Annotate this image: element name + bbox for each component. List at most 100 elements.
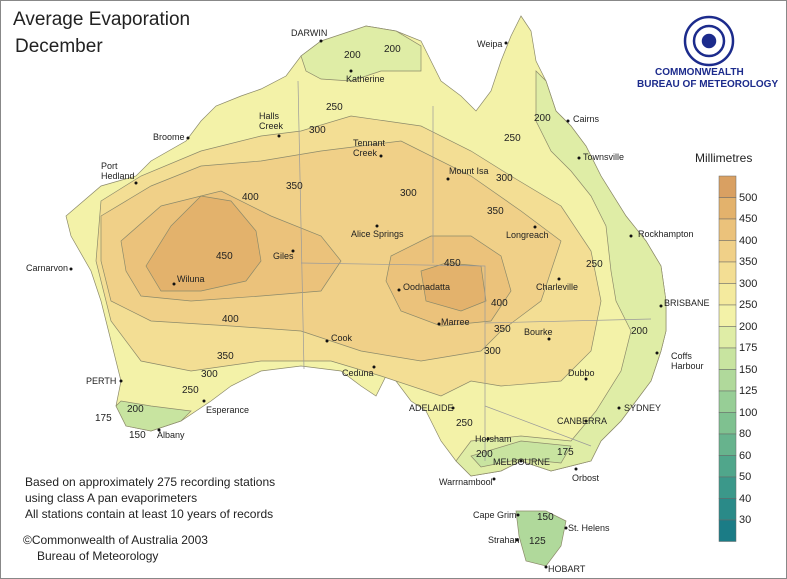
city-dot [557,277,561,281]
city-label: Tennant Creek [353,138,386,158]
city-label: PERTH [86,376,117,386]
city-dot [375,224,379,228]
contour-label: 250 [182,385,199,396]
contour-label: 250 [504,133,521,144]
city-dot [629,234,633,238]
border [300,262,486,461]
city-label: Weipa [477,39,503,49]
contour-label: 150 [537,512,554,523]
legend-band [718,283,737,306]
contour-label: 450 [216,251,233,262]
contour-label: 400 [491,298,508,309]
legend-band [718,326,737,349]
contour-label: 350 [487,206,504,217]
city-label: Oodnadatta [403,282,451,292]
legend-label: 200 [739,320,758,333]
city-dot [584,377,588,381]
city-dot [172,282,176,286]
contour-label: 250 [326,102,343,113]
legend-band [718,240,737,263]
note: Based on approximately 275 recording sta… [25,475,276,489]
legend-band [718,433,737,456]
contour-label: 400 [242,192,259,203]
city-dot [446,177,450,181]
city-label: Warrnambool [439,477,493,487]
city-label: Bourke [524,327,553,337]
logo-text: COMMONWEALTH [655,67,744,78]
city-dot [504,41,508,45]
border [297,80,305,370]
logo [683,15,735,67]
city-dot [533,225,537,229]
city-dots [69,39,663,569]
legend-label: 100 [739,406,758,419]
contour-label: 300 [484,346,501,357]
legend-label: 400 [739,234,758,247]
legend-band [718,476,737,499]
city-label: Ceduna [342,368,374,378]
city-dot [349,69,353,73]
city-label: Horsham [475,434,512,444]
city-label: Orbost [572,473,600,483]
contour-label: 200 [127,404,144,415]
contour-label: 175 [95,413,112,424]
contour-label: 350 [217,351,234,362]
legend-band [718,175,737,198]
city-label: SYDNEY [624,403,662,413]
contour-label: 300 [400,188,417,199]
city-label: Katherine [346,74,385,84]
city-label: Rockhampton [638,229,694,239]
contour-label: 350 [494,324,511,335]
contour-label: 300 [496,173,513,184]
city-label: Cook [331,333,353,343]
title: Average Evaporation [13,9,191,30]
contour-label: 200 [384,44,401,55]
legend-label: 125 [739,385,758,397]
legend-band [718,304,737,327]
subtitle: December [15,36,103,57]
city-dot [202,399,206,403]
contour-label: 200 [476,449,493,460]
legend-band [718,412,737,435]
city-dot [186,136,190,140]
city-dot [134,181,138,185]
logo-ring [692,24,726,58]
legend-band [718,197,737,220]
legend-label: 60 [739,449,752,462]
copyright: Bureau of Meteorology [37,549,159,563]
city-dot [486,437,490,441]
border [484,318,652,324]
legend-band [718,455,737,478]
city-label: Cairns [573,114,600,124]
city-dot [325,339,329,343]
city-label: Dubbo [568,368,595,378]
note: using class A pan evaporimeters [25,491,198,505]
legend-label: 250 [739,299,758,311]
legend-label: 500 [739,191,758,204]
zone-200 [300,25,422,82]
city-label: Broome [153,132,185,142]
city-label: CANBERRA [557,416,608,426]
legend-label: 30 [739,514,752,526]
legend-label: 80 [739,428,752,440]
contour-label: 300 [201,369,218,380]
legend-label: 50 [739,471,752,483]
zone-175 [470,440,572,468]
city-dot [157,428,161,432]
city-dot [515,538,519,542]
city-label: Esperance [206,405,250,415]
legend-label: 450 [739,213,758,225]
city-dot [69,267,73,271]
contour-label: 250 [456,418,473,429]
city-dot [547,337,551,341]
city-dot [519,459,523,463]
legend-label: 175 [739,342,758,354]
city-dot [516,513,520,517]
zone-200 [455,70,667,477]
border [484,405,592,447]
contour-label: 175 [557,447,574,458]
city-label: Mount Isa [449,166,489,176]
legend-band [718,369,737,392]
city-label: ADELAIDE [409,403,454,413]
copyright: ©Commonwealth of Australia 2003 [23,533,208,547]
